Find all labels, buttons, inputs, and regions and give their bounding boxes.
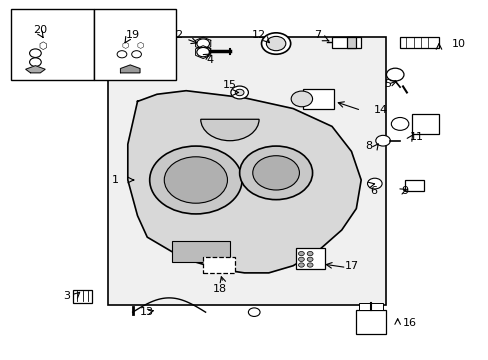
Text: ⬡: ⬡ [122,41,129,50]
Text: 17: 17 [344,261,358,271]
Circle shape [239,146,312,200]
Circle shape [261,33,290,54]
Circle shape [235,89,244,96]
Polygon shape [120,65,140,73]
Circle shape [230,86,248,99]
Circle shape [117,51,126,58]
Circle shape [248,308,260,316]
Text: ⬡: ⬡ [136,41,143,50]
Bar [302,89,334,109]
Circle shape [375,135,389,146]
Text: 9: 9 [401,186,407,196]
Text: 12: 12 [251,30,265,40]
Text: 6: 6 [369,186,376,196]
Text: 5: 5 [384,78,390,89]
Text: 10: 10 [450,39,465,49]
Bar [108,37,385,305]
Text: 15: 15 [223,80,236,90]
Bar [295,248,324,269]
Polygon shape [26,66,45,73]
Circle shape [290,91,312,107]
Circle shape [306,257,312,261]
Bar [356,310,385,334]
Bar [346,37,356,48]
Circle shape [390,117,408,130]
Text: 7: 7 [313,30,320,40]
Text: ⬡: ⬡ [39,41,47,51]
Circle shape [298,263,304,267]
Text: 11: 11 [409,132,423,142]
Bar [399,37,438,48]
Text: 8: 8 [364,141,371,151]
Circle shape [131,51,141,58]
Circle shape [197,39,209,48]
Circle shape [266,36,285,51]
Circle shape [197,48,209,57]
Circle shape [30,49,41,58]
Text: 2: 2 [175,30,182,40]
Bar [404,180,424,191]
Circle shape [386,68,403,81]
Circle shape [164,157,227,203]
Text: 20: 20 [33,25,47,35]
Text: 3: 3 [63,291,70,301]
Text: 13: 13 [140,307,154,317]
Bar [94,9,176,80]
Polygon shape [127,91,361,273]
Text: 18: 18 [213,284,227,294]
Circle shape [306,251,312,256]
Circle shape [252,156,299,190]
Circle shape [298,251,304,256]
Circle shape [149,146,242,214]
Bar [203,257,234,273]
Wedge shape [201,119,259,141]
Bar [358,303,382,310]
Bar [411,114,438,134]
Text: 14: 14 [373,105,387,115]
Bar [331,37,361,48]
Text: 19: 19 [125,30,140,40]
Bar [11,9,94,80]
Bar [73,290,92,303]
Circle shape [30,58,41,66]
Text: 1: 1 [112,175,119,185]
Bar [171,241,229,262]
Circle shape [298,257,304,261]
Circle shape [367,178,381,189]
Text: 16: 16 [402,318,416,328]
Circle shape [306,263,312,267]
Text: 4: 4 [206,55,214,65]
